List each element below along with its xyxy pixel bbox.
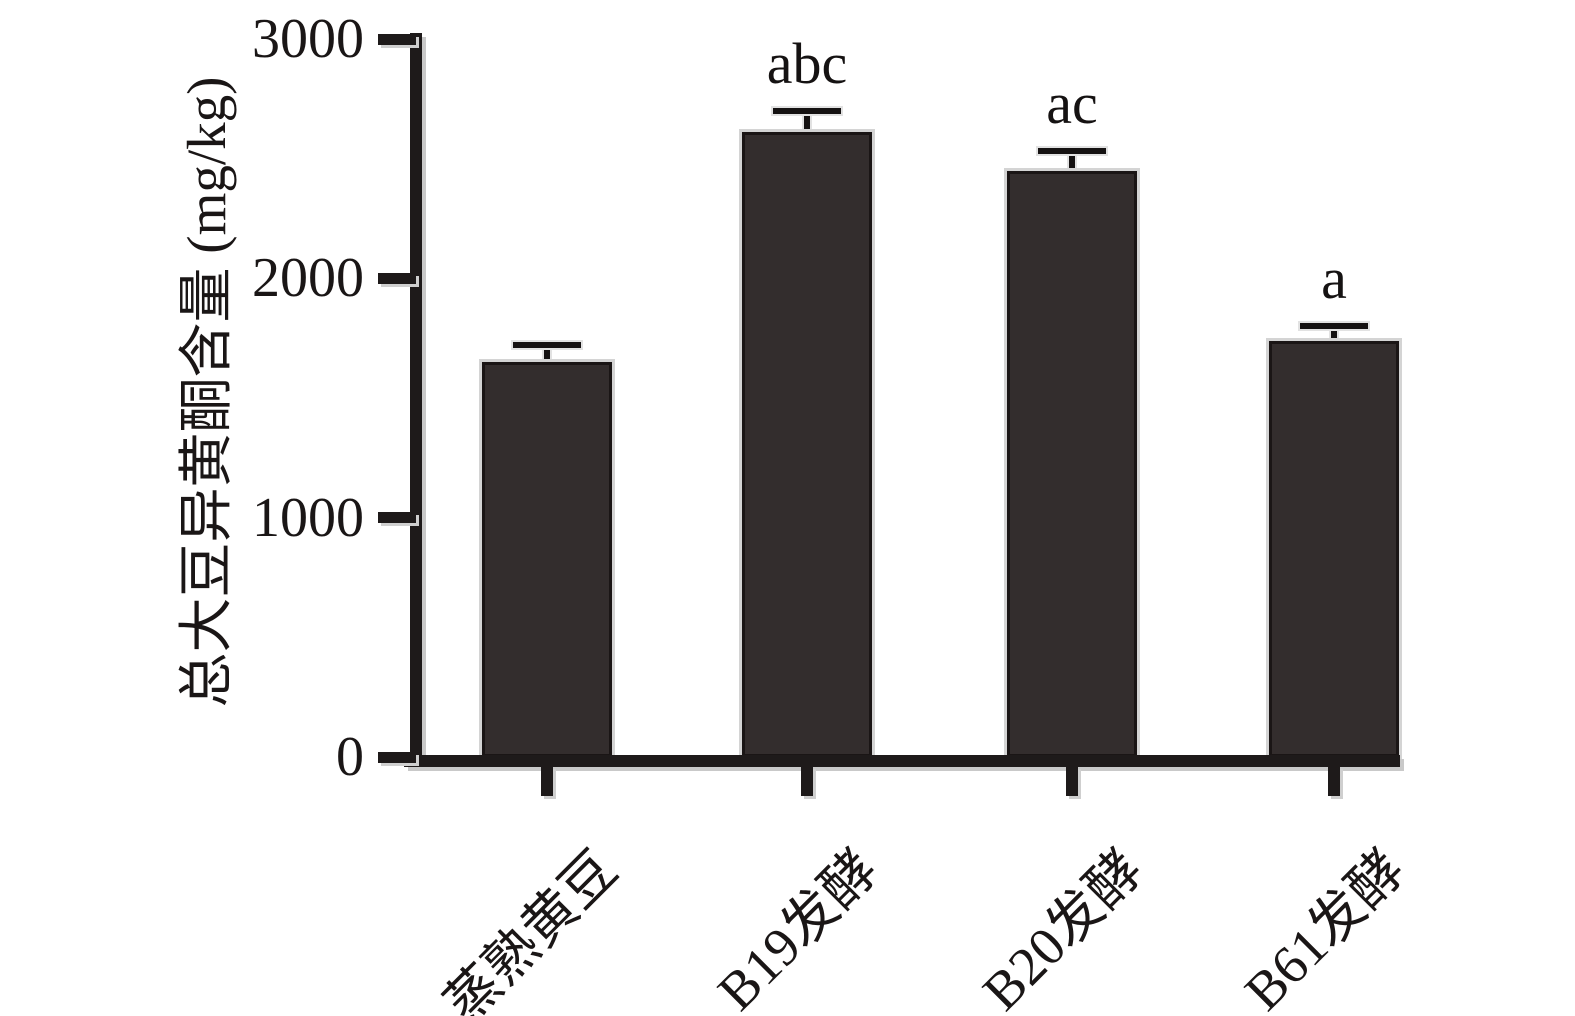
x-tick-label: B19发酵 <box>706 839 889 1016</box>
x-tick <box>1066 766 1078 796</box>
significance-letter: ac <box>1046 71 1098 137</box>
y-tick <box>378 33 416 45</box>
y-tick <box>378 751 416 763</box>
significance-letter: abc <box>766 30 848 96</box>
error-bar-stem <box>1331 326 1337 347</box>
error-bar-stem <box>804 110 810 139</box>
error-bar-cap <box>1038 148 1106 155</box>
x-tick-label: B20发酵 <box>971 839 1154 1016</box>
x-tick <box>541 766 553 796</box>
error-bar-cap <box>773 107 841 114</box>
y-tick <box>378 512 416 524</box>
x-tick <box>1328 766 1340 796</box>
significance-letter: a <box>1321 246 1347 312</box>
bar-3 <box>1007 170 1137 757</box>
y-tick-label: 0 <box>336 726 364 788</box>
y-tick-label: 2000 <box>252 247 364 310</box>
y-axis-line <box>410 33 422 767</box>
y-tick-label: 1000 <box>252 486 364 549</box>
bar-1 <box>482 362 612 757</box>
error-bar-stem <box>1069 151 1075 177</box>
x-axis-line <box>404 755 1400 767</box>
error-bar-cap <box>513 342 581 349</box>
x-tick-label: 蒸熟黄豆 <box>433 839 629 1016</box>
x-tick <box>801 766 813 796</box>
error-bar-cap <box>1300 323 1368 330</box>
bar-4 <box>1269 340 1399 757</box>
y-axis-label: 总大豆异黄酮含量 (mg/kg) <box>176 76 237 708</box>
y-tick-label: 3000 <box>252 8 364 70</box>
x-tick-label: B61发酵 <box>1233 839 1416 1016</box>
error-bar-stem <box>544 345 550 369</box>
y-tick <box>378 272 416 284</box>
bar-2 <box>742 132 872 757</box>
